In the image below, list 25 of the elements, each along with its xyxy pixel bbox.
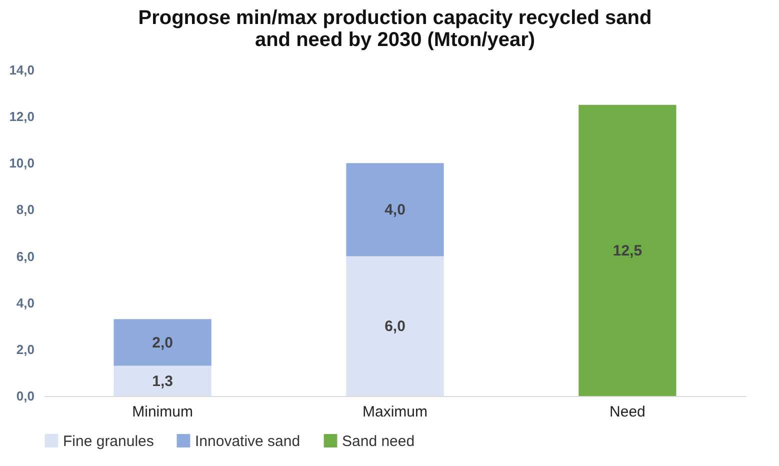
data-label: 4,0: [384, 202, 406, 219]
legend-label: Innovative sand: [195, 432, 300, 450]
y-tick-label: 8,0: [16, 202, 34, 218]
bar: [346, 256, 444, 396]
x-tick-label: Minimum: [132, 404, 193, 420]
y-tick-label: 0,0: [16, 388, 34, 404]
y-tick-label: 6,0: [16, 248, 34, 264]
x-tick-label: Maximum: [362, 404, 428, 420]
y-tick-label: 2,0: [16, 342, 34, 357]
data-label: 12,5: [612, 242, 642, 260]
bar: [114, 366, 212, 396]
data-label: 1,3: [152, 372, 173, 390]
legend-label: Sand need: [342, 432, 415, 450]
y-tick-label: 4,0: [16, 295, 34, 310]
x-tick-label: Need: [610, 404, 646, 420]
bar: [346, 163, 444, 256]
bar: [578, 104, 676, 396]
bar: [114, 319, 212, 366]
y-tick-label: 14,0: [9, 62, 34, 78]
chart-title: Prognose min/max production capacity recycled sand and need by 2030 (Mton/year): [138, 7, 652, 51]
y-tick-label: 10,0: [9, 156, 34, 171]
legend-label: Fine granules: [63, 432, 154, 450]
data-label: 2,0: [152, 334, 173, 352]
y-tick-label: 12,0: [9, 109, 34, 124]
data-label: 6,0: [384, 318, 406, 336]
